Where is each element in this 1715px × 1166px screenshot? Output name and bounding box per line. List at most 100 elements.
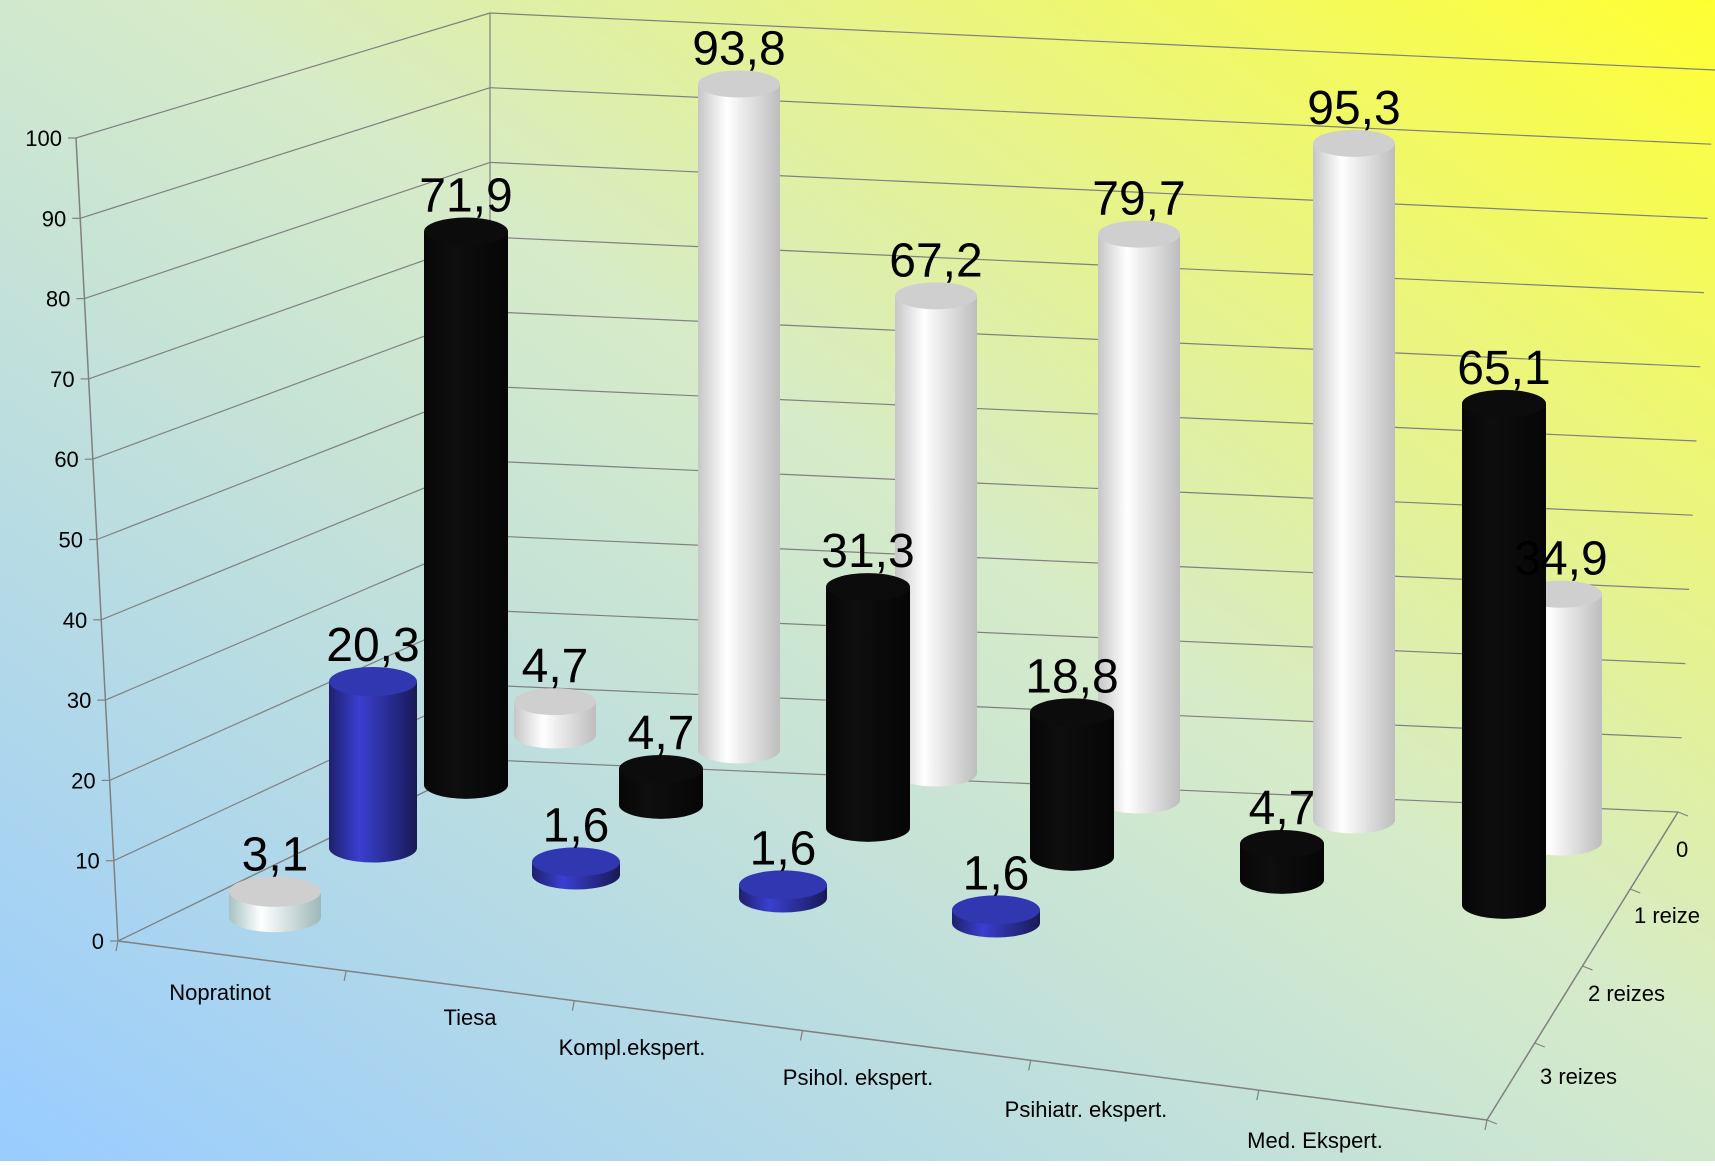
bar	[424, 217, 508, 799]
bar	[1240, 829, 1324, 894]
bar-base	[229, 901, 321, 933]
y-tick-label: 60	[54, 447, 78, 472]
data-label: 1,6	[963, 847, 1030, 900]
data-label: 93,8	[692, 22, 785, 75]
y-tick-label: 40	[63, 608, 87, 633]
depth-label: 0	[1676, 837, 1688, 862]
bar-top	[895, 282, 977, 310]
y-tick-label: 80	[46, 287, 70, 312]
bar	[1313, 129, 1395, 834]
bar-body	[424, 231, 508, 785]
x-category-label: Psihol. ekspert.	[783, 1065, 933, 1090]
depth-tick	[1486, 1119, 1498, 1125]
data-label: 4,7	[522, 640, 589, 693]
y-tick-label: 30	[67, 688, 91, 713]
depth-tick	[1582, 965, 1593, 971]
bar-top	[619, 754, 703, 783]
x-category-label: Med. Ekspert.	[1247, 1128, 1383, 1153]
labels: 0 10 20 30 40 50 60 70 80 90 100 Nopratinot Tiesa Kom…	[25, 22, 1700, 1153]
depth-tick	[1630, 888, 1641, 894]
x-tick	[1484, 1119, 1488, 1131]
bar-top	[532, 847, 620, 877]
data-label: 65,1	[1457, 342, 1550, 395]
data-label: 95,3	[1307, 82, 1400, 135]
bar-body	[698, 84, 780, 750]
depth-label: 3 reizes	[1540, 1064, 1617, 1089]
bar-body	[329, 681, 417, 848]
data-label: 31,3	[821, 525, 914, 578]
bar-base	[424, 771, 508, 799]
bar-base	[329, 833, 417, 863]
bar	[1030, 698, 1114, 871]
gridline-left	[84, 161, 491, 300]
bar	[1098, 220, 1180, 814]
x-tick	[1028, 1060, 1032, 1071]
bar-base	[1313, 806, 1395, 834]
bar-top	[329, 667, 417, 697]
data-label: 3,1	[242, 828, 309, 881]
bars	[229, 70, 1602, 938]
bar-top	[698, 70, 780, 98]
bar-base	[895, 759, 977, 787]
depth-tick	[1677, 811, 1689, 817]
bar	[329, 667, 417, 863]
x-tick	[1256, 1090, 1260, 1101]
data-label: 67,2	[889, 234, 982, 287]
data-label: 1,6	[543, 799, 610, 852]
gridline-left	[88, 236, 491, 380]
x-tick	[115, 940, 119, 952]
gridline-back	[489, 236, 1704, 294]
bar-body	[1313, 143, 1395, 820]
x-tick	[343, 970, 347, 981]
gridline-back	[489, 311, 1701, 368]
y-tick-label: 50	[59, 528, 83, 553]
bar	[698, 70, 780, 764]
bar-top	[1462, 389, 1546, 418]
y-tick-label: 90	[42, 206, 66, 231]
gridline-left	[75, 12, 491, 139]
data-label: 20,3	[326, 619, 419, 672]
x-category-label: Nopratinot	[169, 980, 271, 1005]
data-label: 71,9	[419, 170, 512, 223]
bar	[739, 870, 827, 913]
bar	[619, 754, 703, 819]
gridline-back	[489, 161, 1708, 219]
bar	[826, 573, 910, 842]
depth-label: 1 reize	[1634, 903, 1700, 928]
bar-body	[1098, 234, 1180, 800]
bar-top	[514, 688, 596, 716]
bar-top	[952, 895, 1040, 925]
bar-top	[1240, 829, 1324, 858]
x-tick	[799, 1030, 804, 1041]
gridline-back	[489, 12, 1715, 71]
bar-body	[826, 586, 910, 828]
bar-base	[1462, 891, 1546, 919]
gridline-left	[92, 311, 491, 460]
y-tick-label: 10	[75, 849, 99, 874]
gridline-back	[489, 87, 1712, 145]
data-label: 79,7	[1092, 173, 1185, 226]
bar-base	[698, 736, 780, 764]
x-category-label: Kompl.ekspert.	[559, 1035, 706, 1060]
bar-base	[1030, 843, 1114, 871]
data-label: 4,7	[628, 707, 695, 760]
bar	[1462, 389, 1546, 919]
data-label: 18,8	[1025, 650, 1118, 703]
bar-top	[1313, 129, 1395, 157]
bar-base	[826, 814, 910, 842]
bar-top	[739, 870, 827, 900]
data-label: 34,9	[1514, 533, 1607, 586]
bar-base	[619, 791, 703, 819]
bar-base	[514, 721, 596, 749]
y-tick-label: 20	[71, 768, 95, 793]
data-label: 1,6	[750, 822, 817, 875]
bar-base	[1240, 866, 1324, 894]
bar	[532, 847, 620, 890]
bar-base	[1098, 786, 1180, 814]
x-category-label: Tiesa	[444, 1005, 498, 1030]
bar	[952, 895, 1040, 938]
x-tick	[571, 1000, 575, 1011]
data-label: 4,7	[1249, 782, 1316, 835]
